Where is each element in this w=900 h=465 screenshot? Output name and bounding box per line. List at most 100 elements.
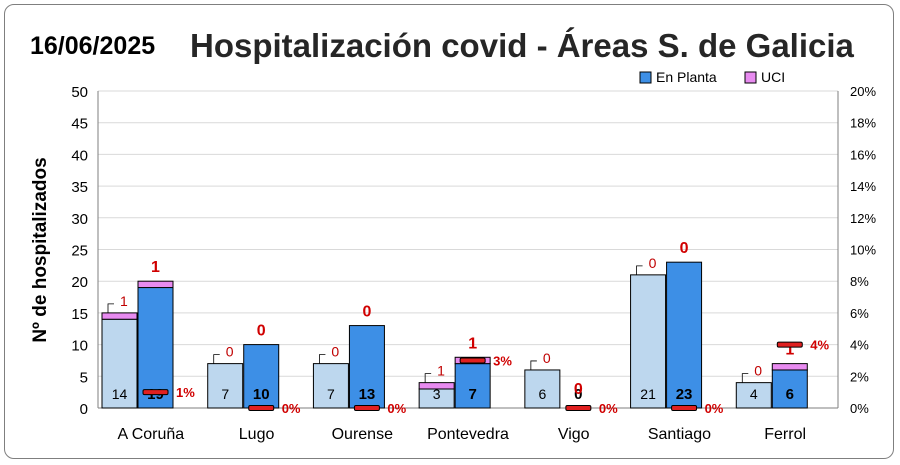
y-tick-label: 45 [71, 116, 88, 133]
uci-percent-label: 0% [705, 401, 724, 416]
uci-percent-marker [671, 405, 698, 411]
leader-line [530, 360, 537, 370]
bar-previous-uci-label: 1 [437, 363, 445, 379]
leader-line [213, 354, 220, 364]
bar-previous-planta [524, 369, 561, 409]
bar-previous-uci [418, 382, 455, 390]
uci-percent-marker [248, 405, 275, 411]
y-tick-label: 5 [80, 369, 88, 386]
y-tick-label: 15 [71, 306, 88, 323]
bar-previous-planta-label: 3 [433, 386, 441, 402]
bar-previous-uci-label: 0 [754, 363, 762, 379]
uci-percent-label: 0% [387, 401, 406, 416]
y-tick-label: 40 [71, 147, 88, 164]
uci-percent-label: 4% [810, 338, 829, 353]
bar-previous-planta-label: 21 [640, 386, 656, 402]
bar-previous-planta-label: 4 [750, 386, 758, 402]
y2-tick-label: 18% [850, 116, 876, 131]
y-tick-label: 50 [71, 84, 88, 101]
y2-tick-label: 16% [850, 147, 876, 162]
bar-previous-uci-label: 1 [120, 293, 128, 309]
legend-label-uci: UCI [761, 69, 785, 85]
bar-current-planta-label: 23 [676, 386, 693, 403]
y2-tick-label: 6% [850, 306, 869, 321]
chart-title: Hospitalización covid - Áreas S. de Gali… [190, 27, 855, 64]
y2-tick-label: 14% [850, 179, 876, 194]
y2-tick-label: 4% [850, 338, 869, 353]
uci-percent-marker [142, 389, 169, 396]
uci-percent-label: 1% [176, 385, 195, 400]
leader-line [424, 373, 432, 383]
bar-current-planta-label: 13 [359, 386, 376, 403]
bar-previous-uci [101, 312, 138, 320]
bar-previous-planta-label: 7 [327, 386, 335, 402]
bar-previous-planta-label: 14 [112, 386, 128, 402]
x-tick-label: Pontevedra [427, 426, 509, 443]
x-tick-label: Santiago [648, 426, 711, 443]
bar-current-uci-label: 1 [468, 335, 477, 352]
y2-tick-label: 2% [850, 369, 869, 384]
y-tick-label: 0 [80, 401, 88, 418]
x-tick-label: Lugo [239, 426, 275, 443]
leader-line [107, 303, 114, 313]
bar-previous-planta-label: 7 [221, 386, 229, 402]
bar-current-uci-label: 1 [785, 342, 794, 359]
bar-current-planta [771, 369, 808, 409]
bar-current-uci [771, 363, 808, 371]
bar-previous-uci-label: 0 [331, 344, 339, 360]
bar-previous-planta [207, 363, 244, 409]
y-tick-label: 35 [71, 179, 88, 196]
bar-current-planta-label: 10 [253, 386, 270, 403]
bar-current-planta [666, 261, 703, 409]
x-tick-label: Ferrol [764, 426, 806, 443]
bar-previous-planta [101, 318, 138, 409]
bar-current-planta [454, 363, 491, 409]
bar-previous-uci-label: 0 [226, 344, 234, 360]
bar-current-planta [137, 287, 174, 409]
x-tick-label: Ourense [332, 426, 393, 443]
uci-percent-marker [776, 341, 803, 348]
y2-tick-label: 12% [850, 211, 876, 226]
chart-date: 16/06/2025 [30, 32, 155, 60]
x-tick-label: Vigo [558, 426, 590, 443]
leader-line [636, 265, 643, 275]
y-tick-label: 20 [71, 274, 88, 291]
bar-current-planta-label: 6 [786, 386, 794, 403]
uci-percent-marker [459, 357, 486, 364]
bar-previous-planta [735, 382, 772, 409]
uci-percent-marker [565, 405, 592, 411]
y-tick-label: 25 [71, 243, 88, 260]
bar-previous-planta [630, 274, 667, 409]
uci-percent-marker [353, 405, 380, 411]
uci-percent-label: 3% [493, 353, 512, 368]
bar-current-planta-label: 7 [468, 386, 476, 403]
bar-previous-uci-label: 0 [649, 255, 657, 271]
plot-area: 051015202530354045500%2%4%6%8%10%12%14%1… [71, 69, 876, 443]
y2-tick-label: 8% [850, 274, 869, 289]
bar-previous-uci-label: 0 [543, 350, 551, 366]
bar-current-uci [137, 280, 174, 289]
bar-current-uci-label: 0 [574, 381, 583, 398]
legend-swatch-planta [639, 71, 652, 84]
bar-current-planta [243, 344, 280, 409]
uci-percent-label: 0% [599, 401, 618, 416]
y2-tick-label: 0% [850, 401, 869, 416]
bar-current-uci-label: 1 [151, 259, 160, 276]
bar-previous-planta-label: 6 [538, 386, 546, 402]
bar-current-uci-label: 0 [362, 304, 371, 321]
bar-current-planta-label: 0 [574, 386, 582, 403]
leader-line [741, 373, 749, 383]
legend-label-planta: En Planta [656, 69, 717, 85]
uci-percent-label: 0% [282, 401, 301, 416]
bar-current-uci-label: 0 [680, 240, 689, 257]
bar-current-uci-label: 0 [257, 323, 266, 340]
leader-line [319, 354, 326, 364]
x-tick-label: A Coruña [117, 426, 184, 443]
y-tick-label: 30 [71, 211, 88, 228]
y2-tick-label: 10% [850, 243, 876, 258]
legend-swatch-uci [744, 71, 757, 84]
bar-previous-planta [312, 363, 349, 409]
y-tick-label: 10 [71, 338, 88, 355]
y-axis-label: Nº de hospitalizados [30, 157, 51, 342]
